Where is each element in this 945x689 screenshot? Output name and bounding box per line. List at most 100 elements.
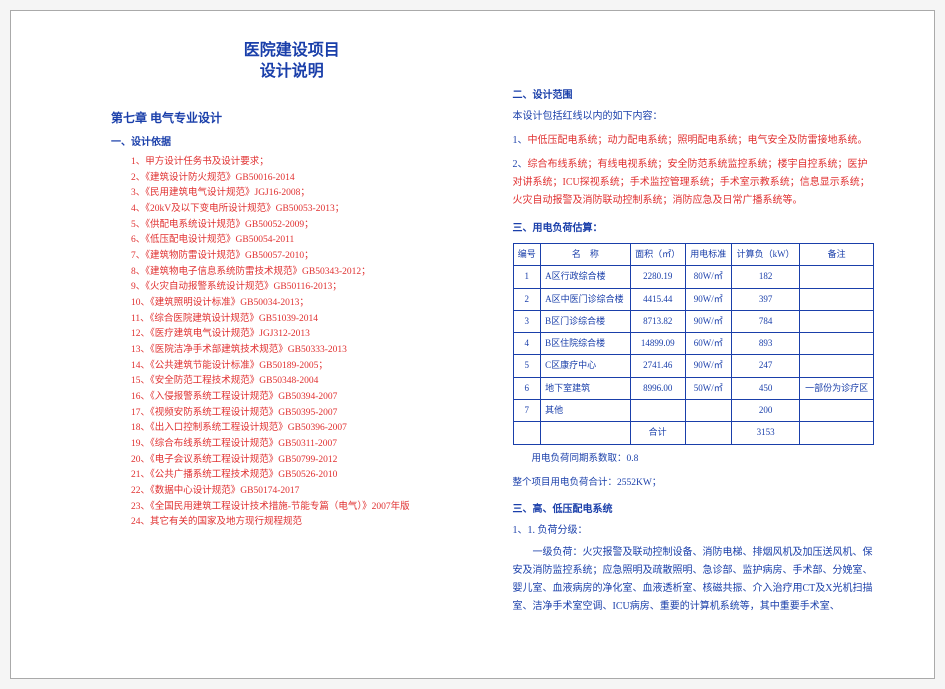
cell: 地下室建筑 (541, 377, 630, 399)
cell: B区住院综合楼 (541, 333, 630, 355)
cell: 一部份为诊疗区 (800, 377, 874, 399)
table-header-row: 编号 名 称 面积（㎡） 用电标准 计算负（kW） 备注 (513, 244, 874, 266)
cell: 5 (513, 355, 541, 377)
scope-intro: 本设计包括红线以内的如下内容： (513, 108, 875, 126)
scope-text-2: 综合布线系统；有线电视系统；安全防范系统监控系统；楼宇自控系统；医护对讲系统；I… (513, 159, 870, 206)
cell: 2741.46 (630, 355, 685, 377)
section-4-heading: 三、高、低压配电系统 (513, 501, 875, 518)
cell: 200 (731, 400, 800, 422)
cell: 14899.09 (630, 333, 685, 355)
scope-num-2: 2、 (513, 159, 528, 170)
total-note: 整个项目用电负荷合计：2552KW； (513, 475, 875, 491)
cell: 8996.00 (630, 377, 685, 399)
basis-item: 13、《医院洁净手术部建筑技术规范》GB50333-2013 (131, 343, 473, 359)
cell (800, 422, 874, 444)
cell: B区门诊综合楼 (541, 310, 630, 332)
basis-item: 4、《20kV及以下变电所设计规范》GB50053-2013； (131, 202, 473, 218)
basis-item: 12、《医疗建筑电气设计规范》JGJ312-2013 (131, 327, 473, 343)
section-2-heading: 二、设计范围 (513, 87, 875, 104)
left-column: 医院建设项目 设计说明 第七章 电气专业设计 一、设计依据 1、甲方设计任务书及… (51, 41, 503, 658)
section-1-heading: 一、设计依据 (111, 134, 473, 151)
chapter-heading: 第七章 电气专业设计 (111, 108, 473, 128)
title-line-1: 医院建设项目 (244, 42, 340, 59)
grade-paragraph: 一级负荷：火灾报警及联动控制设备、消防电梯、排烟风机及加压送风机、保安及消防监控… (513, 544, 875, 616)
table-row: 2A区中医门诊综合楼4415.4490W/㎡397 (513, 288, 874, 310)
document-title: 医院建设项目 设计说明 (111, 41, 473, 83)
cell (513, 422, 541, 444)
cell: 60W/㎡ (685, 333, 731, 355)
basis-item: 19、《综合布线系统工程设计规范》GB50311-2007 (131, 437, 473, 453)
load-table: 编号 名 称 面积（㎡） 用电标准 计算负（kW） 备注 1A区行政综合楼228… (513, 243, 875, 445)
cell: 90W/㎡ (685, 355, 731, 377)
section-3-heading: 三、用电负荷估算： (513, 220, 875, 237)
basis-item: 10、《建筑照明设计标准》GB50034-2013； (131, 296, 473, 312)
cell (800, 355, 874, 377)
cell (630, 400, 685, 422)
scope-para-1: 1、中低压配电系统；动力配电系统；照明配电系统；电气安全及防雷接地系统。 (513, 132, 875, 150)
cell (800, 400, 874, 422)
basis-item: 15、《安全防范工程技术规范》GB50348-2004 (131, 374, 473, 390)
th-calc: 计算负（kW） (731, 244, 800, 266)
scope-para-2: 2、综合布线系统；有线电视系统；安全防范系统监控系统；楼宇自控系统；医护对讲系统… (513, 156, 875, 210)
basis-item: 22、《数据中心设计规范》GB50174-2017 (131, 484, 473, 500)
coefficient-note: 用电负荷同期系数取：0.8 (513, 451, 875, 467)
cell (800, 266, 874, 288)
basis-item: 18、《出入口控制系统工程设计规范》GB50396-2007 (131, 421, 473, 437)
cell: 8713.82 (630, 310, 685, 332)
title-line-2: 设计说明 (260, 63, 324, 80)
section-4-sub: 1、1. 负荷分级： (513, 522, 875, 540)
table-row: 6地下室建筑8996.0050W/㎡450一部份为诊疗区 (513, 377, 874, 399)
cell: 80W/㎡ (685, 266, 731, 288)
cell: A区中医门诊综合楼 (541, 288, 630, 310)
cell: A区行政综合楼 (541, 266, 630, 288)
cell (541, 422, 630, 444)
basis-item: 11、《综合医院建筑设计规范》GB51039-2014 (131, 312, 473, 328)
cell: 6 (513, 377, 541, 399)
basis-item: 3、《民用建筑电气设计规范》JGJ16-2008； (131, 186, 473, 202)
basis-item: 8、《建筑物电子信息系统防雷技术规范》GB50343-2012； (131, 265, 473, 281)
basis-item: 14、《公共建筑节能设计标准》GB50189-2005； (131, 359, 473, 375)
cell: C区康疗中心 (541, 355, 630, 377)
basis-item: 5、《供配电系统设计规范》GB50052-2009； (131, 218, 473, 234)
cell (800, 333, 874, 355)
th-name: 名 称 (541, 244, 630, 266)
scope-num-1: 1、 (513, 135, 528, 146)
basis-item: 16、《入侵报警系统工程设计规范》GB50394-2007 (131, 390, 473, 406)
basis-item: 9、《火灾自动报警系统设计规范》GB50116-2013； (131, 280, 473, 296)
document-page: 医院建设项目 设计说明 第七章 电气专业设计 一、设计依据 1、甲方设计任务书及… (10, 10, 935, 679)
basis-item: 21、《公共广播系统工程技术规范》GB50526-2010 (131, 468, 473, 484)
cell: 182 (731, 266, 800, 288)
cell: 3153 (731, 422, 800, 444)
cell: 4 (513, 333, 541, 355)
cell: 合计 (630, 422, 685, 444)
cell (800, 288, 874, 310)
table-row-total: 合计 3153 (513, 422, 874, 444)
cell: 3 (513, 310, 541, 332)
basis-item: 20、《电子会议系统工程设计规范》GB50799-2012 (131, 453, 473, 469)
basis-item: 2、《建筑设计防火规范》GB50016-2014 (131, 171, 473, 187)
cell (685, 422, 731, 444)
cell: 2 (513, 288, 541, 310)
basis-item: 6、《低压配电设计规范》GB50054-2011 (131, 233, 473, 249)
cell: 90W/㎡ (685, 288, 731, 310)
th-note: 备注 (800, 244, 874, 266)
cell: 2280.19 (630, 266, 685, 288)
right-column: 二、设计范围 本设计包括红线以内的如下内容： 1、中低压配电系统；动力配电系统；… (503, 41, 895, 658)
cell: 784 (731, 310, 800, 332)
cell: 893 (731, 333, 800, 355)
basis-item: 7、《建筑物防雷设计规范》GB50057-2010； (131, 249, 473, 265)
cell: 7 (513, 400, 541, 422)
table-row: 1A区行政综合楼2280.1980W/㎡182 (513, 266, 874, 288)
basis-item: 17、《视频安防系统工程设计规范》GB50395-2007 (131, 406, 473, 422)
cell: 247 (731, 355, 800, 377)
cell: 90W/㎡ (685, 310, 731, 332)
basis-item: 24、其它有关的国家及地方现行规程规范 (131, 515, 473, 531)
cell: 4415.44 (630, 288, 685, 310)
basis-item: 1、甲方设计任务书及设计要求； (131, 155, 473, 171)
cell: 397 (731, 288, 800, 310)
table-row: 7其他 200 (513, 400, 874, 422)
cell: 其他 (541, 400, 630, 422)
cell: 1 (513, 266, 541, 288)
cell (800, 310, 874, 332)
table-row: 5C区康疗中心2741.4690W/㎡247 (513, 355, 874, 377)
